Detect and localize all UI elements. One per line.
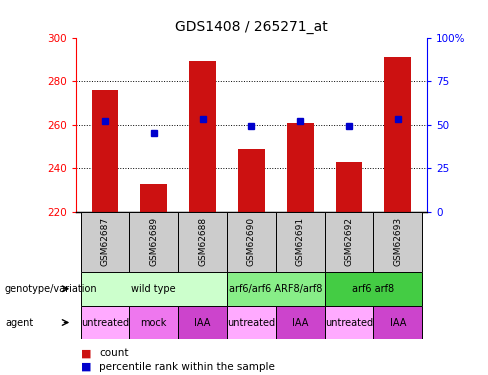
Bar	[276, 306, 325, 339]
Text: genotype/variation: genotype/variation	[5, 284, 98, 294]
Text: untreated: untreated	[227, 318, 275, 327]
Text: GSM62688: GSM62688	[198, 217, 207, 266]
Bar	[373, 306, 422, 339]
Bar	[276, 212, 325, 272]
Text: percentile rank within the sample: percentile rank within the sample	[99, 362, 275, 372]
Bar	[325, 212, 373, 272]
Bar	[238, 148, 265, 212]
Bar	[81, 272, 227, 306]
Bar	[178, 306, 227, 339]
Text: GSM62693: GSM62693	[393, 217, 402, 266]
Bar	[92, 90, 119, 212]
Text: IAA: IAA	[292, 318, 308, 327]
Text: agent: agent	[5, 318, 33, 327]
Bar	[325, 306, 373, 339]
Text: GSM62690: GSM62690	[247, 217, 256, 266]
Bar	[385, 57, 411, 212]
Text: arf6 arf8: arf6 arf8	[352, 284, 394, 294]
Bar	[81, 212, 129, 272]
Text: GSM62689: GSM62689	[149, 217, 158, 266]
Title: GDS1408 / 265271_at: GDS1408 / 265271_at	[175, 20, 328, 34]
Text: GSM62692: GSM62692	[345, 217, 353, 266]
Bar	[178, 212, 227, 272]
Bar	[189, 62, 216, 212]
Text: untreated: untreated	[325, 318, 373, 327]
Bar	[227, 212, 276, 272]
Text: IAA: IAA	[389, 318, 406, 327]
Bar	[373, 212, 422, 272]
Text: ■: ■	[81, 348, 91, 358]
Bar	[227, 306, 276, 339]
Bar	[336, 162, 362, 212]
Bar	[129, 212, 178, 272]
Bar	[287, 123, 314, 212]
Text: ■: ■	[81, 362, 91, 372]
Text: untreated: untreated	[81, 318, 129, 327]
Bar	[325, 272, 422, 306]
Text: count: count	[99, 348, 128, 358]
Text: mock: mock	[141, 318, 167, 327]
Text: arf6/arf6 ARF8/arf8: arf6/arf6 ARF8/arf8	[229, 284, 323, 294]
Text: wild type: wild type	[131, 284, 176, 294]
Bar	[81, 306, 129, 339]
Bar	[141, 183, 167, 212]
Bar	[129, 306, 178, 339]
Text: IAA: IAA	[194, 318, 211, 327]
Text: GSM62687: GSM62687	[101, 217, 109, 266]
Text: GSM62691: GSM62691	[296, 217, 305, 266]
Bar	[227, 272, 325, 306]
